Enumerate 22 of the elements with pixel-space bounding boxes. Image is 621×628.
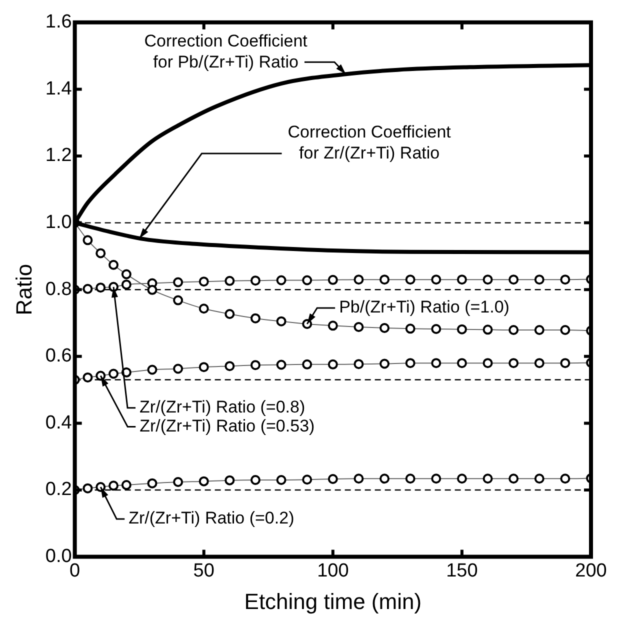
y-tick-label: 0.6 xyxy=(45,346,72,367)
annotation: Zr/(Zr+Ti) Ratio (=0.53) xyxy=(140,416,315,436)
y-tick-label: 1.0 xyxy=(45,212,72,234)
x-tick-label: 50 xyxy=(193,560,214,582)
annotation: Zr/(Zr+Ti) Ratio (=0.8) xyxy=(140,398,306,417)
annotation: Pb/(Zr+Ti) Ratio (=1.0) xyxy=(339,298,510,317)
y-tick-label: 1.2 xyxy=(45,145,72,166)
y-tick-label: 0.2 xyxy=(45,479,72,500)
y-axis-title: Ratio xyxy=(11,264,36,316)
x-tick-label: 100 xyxy=(317,560,349,582)
x-tick-label: 0 xyxy=(70,560,80,582)
annotation: Correction Coefficient for Zr/(Zr+Ti) Ratio xyxy=(288,122,452,163)
y-tick-label: 0.8 xyxy=(45,278,72,300)
annotation: Zr/(Zr+Ti) Ratio (=0.2) xyxy=(128,508,294,528)
annotation: Correction Coefficient for Pb/(Zr+Ti) Ratio xyxy=(144,31,308,72)
y-tick-label: 0.4 xyxy=(45,412,72,434)
x-tick-label: 150 xyxy=(446,560,478,582)
x-tick-label: 200 xyxy=(575,560,607,582)
y-tick-label: 1.6 xyxy=(45,12,72,33)
y-tick-label: 1.4 xyxy=(45,78,72,100)
x-axis-title: Etching time (min) xyxy=(244,588,422,614)
y-tick-label: 0.0 xyxy=(45,546,72,568)
